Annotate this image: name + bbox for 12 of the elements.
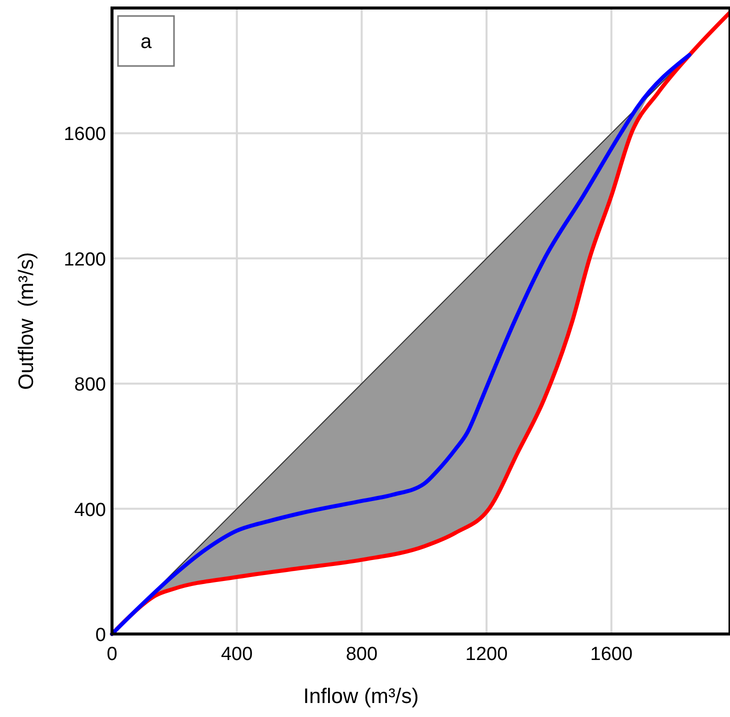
- annotation: a: [140, 31, 152, 53]
- y-tick-label: 400: [74, 500, 106, 521]
- x-tick-label: 800: [346, 644, 378, 665]
- y-tick-label: 800: [74, 374, 106, 396]
- x-tick-label: 1200: [465, 644, 508, 665]
- y-tick-label: 0: [95, 625, 106, 646]
- y-tick-label: 1200: [64, 249, 106, 270]
- x-axis-title: Inflow (m³/s): [303, 685, 419, 708]
- y-axis-title: Outflow (m³/s): [15, 252, 38, 390]
- y-tick-label: 1600: [64, 124, 106, 146]
- x-tick-label: 400: [220, 644, 253, 665]
- x-tick-label: 1600: [590, 644, 633, 665]
